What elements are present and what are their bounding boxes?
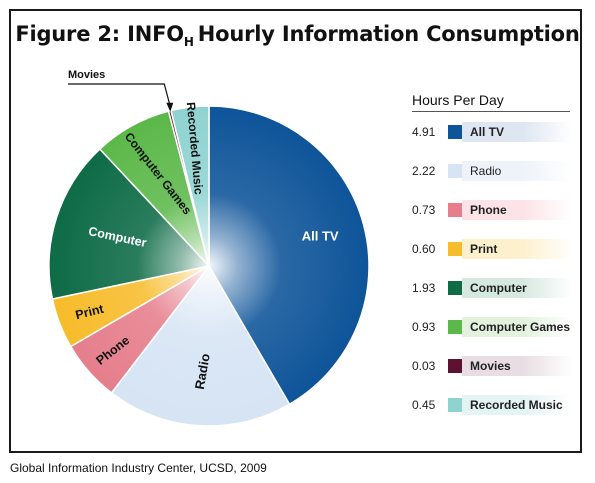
legend-band	[462, 200, 572, 220]
legend-label: Phone	[470, 203, 507, 217]
legend-item-phone: 0.73 Phone	[412, 200, 572, 222]
legend-item-print: 0.60 Print	[412, 239, 572, 261]
legend-label: Radio	[470, 164, 502, 178]
legend-label: Print	[470, 242, 498, 256]
legend-item-computer-games: 0.93 Computer Games	[412, 317, 572, 339]
pie-slices	[48, 105, 370, 427]
legend-item-all-tv: 4.91 All TV	[412, 122, 572, 144]
legend-label: Computer	[470, 281, 527, 295]
movies-callout-arrow	[166, 102, 174, 112]
legend-item-radio: 2.22 Radio	[412, 161, 572, 183]
legend-band	[462, 317, 572, 337]
legend-value: 4.91	[412, 125, 436, 139]
legend-swatch	[448, 242, 462, 256]
legend-band	[462, 122, 572, 142]
legend-swatch	[448, 125, 462, 139]
title-prefix: Figure 2: INFO	[15, 22, 184, 46]
legend-swatch	[448, 203, 462, 217]
slice-label-movies: Movies	[68, 69, 105, 81]
movies-callout-line	[68, 83, 171, 107]
legend-band	[462, 356, 572, 376]
title-suffix: Hourly Information Consumption	[197, 22, 580, 46]
legend-swatch	[448, 281, 462, 295]
legend-value: 2.22	[412, 164, 436, 178]
movies-callout: Movies	[68, 69, 174, 112]
chart-title: Figure 2: INFOH Hourly Information Consum…	[0, 22, 595, 49]
legend-item-movies: 0.03 Movies	[412, 356, 572, 378]
legend-label: Movies	[470, 359, 511, 373]
legend-band	[462, 395, 572, 415]
title-subscript: H	[183, 35, 194, 49]
legend-band	[462, 239, 572, 259]
legend-value: 0.03	[412, 359, 436, 373]
legend-swatch	[448, 320, 462, 334]
source-note: Global Information Industry Center, UCSD…	[10, 461, 267, 475]
legend-swatch	[448, 359, 462, 373]
legend-swatch	[448, 164, 462, 178]
legend-item-recorded-music: 0.45 Recorded Music	[412, 395, 572, 417]
legend-swatch	[448, 398, 462, 412]
legend-value: 0.93	[412, 320, 436, 334]
legend-label: All TV	[470, 125, 505, 139]
legend-value: 0.60	[412, 242, 436, 256]
slice-label-radio: Radio	[192, 352, 213, 390]
slice-label-print: Print	[74, 302, 106, 323]
legend-heading: Hours Per Day	[412, 92, 504, 108]
legend-band	[462, 161, 572, 181]
legend-item-computer: 1.93 Computer	[412, 278, 572, 300]
legend-value: 0.73	[412, 203, 436, 217]
legend-band	[462, 278, 572, 298]
legend-divider	[412, 111, 570, 112]
slice-label-all-tv: All TV	[302, 229, 339, 244]
legend-label: Recorded Music	[470, 398, 563, 412]
legend-label: Computer Games	[470, 320, 571, 334]
legend-value: 1.93	[412, 281, 436, 295]
legend-value: 0.45	[412, 398, 436, 412]
